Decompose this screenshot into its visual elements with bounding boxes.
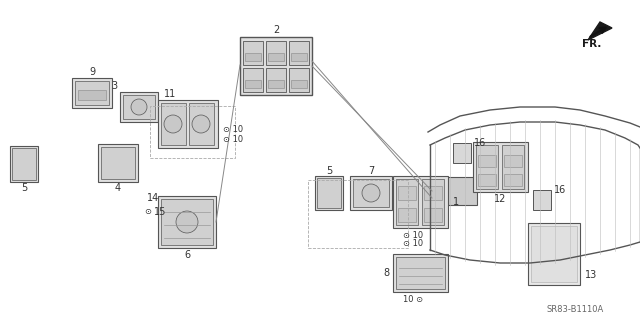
Bar: [478, 155, 496, 167]
Bar: [353, 179, 389, 207]
Bar: [289, 41, 309, 65]
Bar: [504, 155, 522, 167]
Bar: [315, 176, 343, 210]
Text: 13: 13: [585, 270, 597, 280]
Bar: [245, 80, 261, 88]
Bar: [393, 176, 448, 228]
Bar: [12, 148, 36, 180]
Bar: [266, 68, 286, 92]
Text: SR83-B1110A: SR83-B1110A: [547, 306, 604, 315]
Text: 1: 1: [453, 197, 459, 207]
Text: 9: 9: [89, 67, 95, 77]
Bar: [393, 254, 448, 292]
Bar: [10, 146, 38, 182]
Bar: [308, 180, 408, 248]
Text: 2: 2: [273, 25, 279, 35]
Bar: [478, 174, 496, 186]
Bar: [396, 179, 418, 225]
Bar: [422, 179, 444, 225]
Bar: [243, 41, 263, 65]
Bar: [161, 103, 186, 145]
Bar: [432, 177, 477, 205]
Text: 11: 11: [164, 89, 176, 99]
Text: ⊙ 10: ⊙ 10: [223, 136, 243, 145]
Bar: [502, 145, 524, 189]
Text: 5: 5: [326, 166, 332, 176]
Bar: [240, 37, 312, 95]
Bar: [424, 208, 442, 222]
Text: 16: 16: [554, 185, 566, 195]
Bar: [150, 106, 235, 158]
Bar: [291, 80, 307, 88]
Bar: [189, 103, 214, 145]
Text: 10 ⊙: 10 ⊙: [403, 294, 423, 303]
Bar: [398, 186, 416, 200]
Text: FR.: FR.: [582, 39, 602, 49]
Text: 8: 8: [383, 268, 389, 278]
Bar: [243, 68, 263, 92]
Bar: [268, 80, 284, 88]
Bar: [396, 257, 445, 289]
Bar: [424, 186, 442, 200]
Text: ⊙ 10: ⊙ 10: [223, 125, 243, 135]
Bar: [533, 190, 551, 210]
Bar: [120, 92, 158, 122]
Bar: [504, 174, 522, 186]
Text: 12: 12: [494, 194, 507, 204]
Text: 7: 7: [368, 166, 374, 176]
Text: 4: 4: [115, 183, 121, 193]
Bar: [317, 178, 341, 208]
Bar: [158, 196, 216, 248]
Bar: [245, 53, 261, 61]
Bar: [473, 142, 528, 192]
Text: 6: 6: [184, 250, 190, 260]
Text: ⊙ 10: ⊙ 10: [403, 240, 423, 249]
Bar: [398, 208, 416, 222]
Bar: [101, 147, 135, 179]
Circle shape: [164, 115, 182, 133]
Bar: [161, 199, 213, 245]
Bar: [268, 53, 284, 61]
Text: 5: 5: [21, 183, 27, 193]
Bar: [78, 90, 106, 100]
Bar: [289, 68, 309, 92]
Circle shape: [192, 115, 210, 133]
Text: 15: 15: [154, 207, 166, 217]
Bar: [75, 81, 109, 105]
Bar: [123, 95, 155, 119]
Text: ⊙ 10: ⊙ 10: [403, 231, 423, 240]
Text: 16: 16: [474, 138, 486, 148]
Bar: [158, 100, 218, 148]
Bar: [72, 78, 112, 108]
Circle shape: [362, 184, 380, 202]
Text: 14: 14: [147, 193, 159, 203]
Text: ⊙: ⊙: [145, 207, 152, 217]
Circle shape: [176, 211, 198, 233]
Bar: [291, 53, 307, 61]
Bar: [476, 145, 498, 189]
Bar: [453, 143, 471, 163]
Bar: [350, 176, 392, 210]
Bar: [266, 41, 286, 65]
Text: 3: 3: [111, 81, 117, 91]
Bar: [98, 144, 138, 182]
Polygon shape: [588, 22, 612, 40]
Bar: [528, 223, 580, 285]
Circle shape: [131, 99, 147, 115]
Bar: [531, 226, 577, 282]
